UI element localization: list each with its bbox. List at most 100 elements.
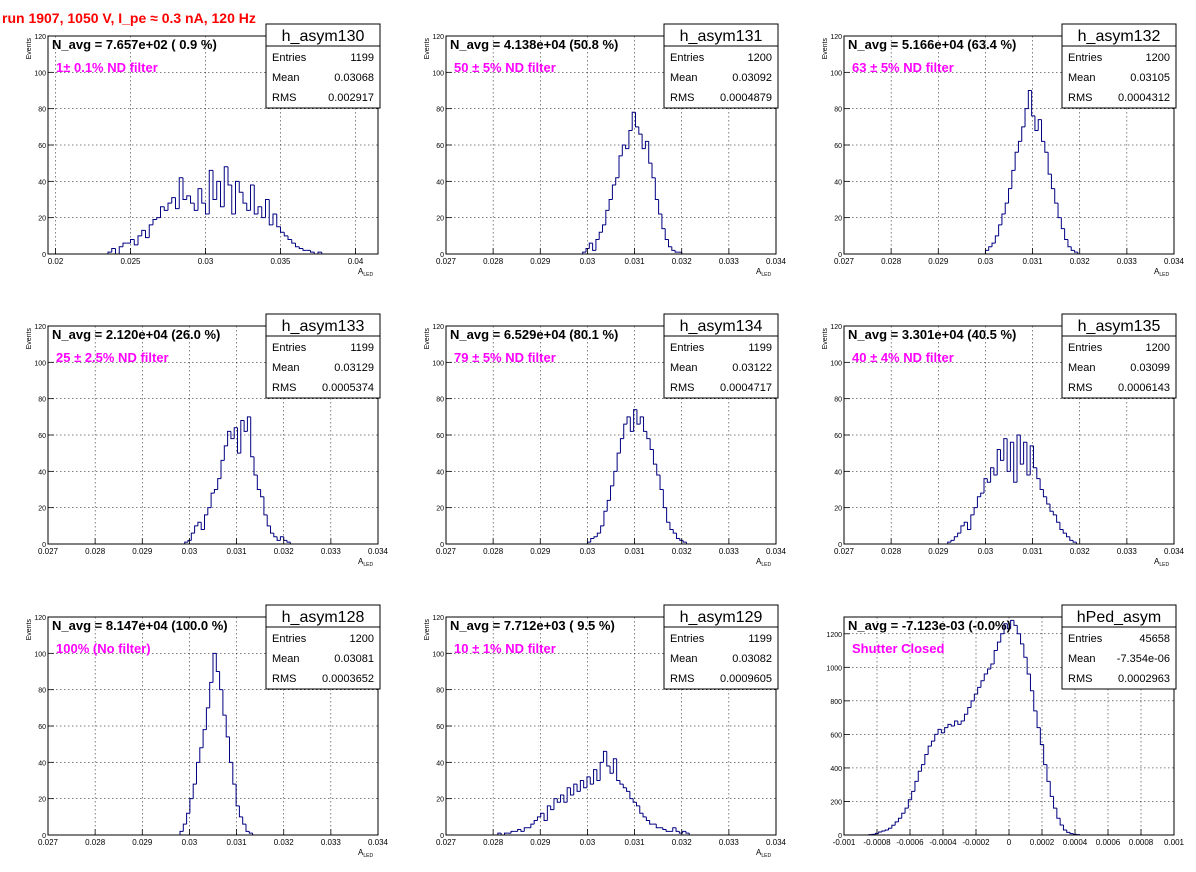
y-tick-label: 100 [830,360,842,367]
histogram-bin [130,238,135,244]
histogram-bin [235,180,240,215]
histogram-bin [302,248,307,251]
histogram-bin [270,525,274,534]
histogram-bin [1034,115,1039,131]
histogram-bin [633,409,637,432]
stats-value: 1200 [1146,52,1170,64]
histogram-bin [197,188,202,211]
x-tick-label: 0.029 [530,547,551,556]
y-axis-label: Events [424,619,431,641]
y-tick-label: 120 [432,34,444,41]
histogram-bin [676,533,680,540]
histogram-bin [628,129,633,149]
histogram-bin [937,728,942,735]
histogram-bin [914,780,919,792]
stats-label: Mean [670,362,698,374]
histogram-bin [229,736,233,763]
histogram-bin [671,246,676,251]
histogram-bin [970,514,975,530]
histogram-panel: -0.001 -0.0008 -0.0006 -0.0004 -0.0002 0 0.000… [826,604,1185,847]
x-tick-label: 0.028 [85,838,106,847]
histogram-bin [669,522,674,530]
histogram-bin [894,821,899,826]
histogram-bin [1013,620,1018,626]
histogram-bin [598,231,603,240]
y-tick-label: 120 [432,324,444,331]
histogram-bin [148,224,153,238]
histogram-bin [649,820,653,825]
histogram-bin [219,671,223,691]
histogram-bin [610,485,614,501]
histogram-bin [658,199,662,215]
filter-annotation: 63 ± 5% ND filter [852,60,954,75]
histogram-bin [196,761,200,785]
stats-value: 0.03068 [334,72,374,84]
histogram-bin [613,470,618,486]
stats-label: RMS [272,673,296,685]
histogram-bin [261,206,266,219]
histogram-bin [623,423,628,439]
x-tick-label: 0.03 [978,547,994,556]
y-tick-label: 200 [830,799,842,806]
histogram-bin [227,430,231,446]
histogram-bin [223,166,228,207]
histogram-bin [994,235,999,244]
histogram-bin [619,438,624,454]
histogram-bin [642,813,647,818]
histogram-bin [569,787,574,796]
histogram-bin [639,416,644,425]
histogram-bin [590,538,595,543]
histogram-bin [973,507,978,515]
y-tick-label: 0 [42,833,46,840]
histogram-bin [1052,511,1057,516]
x-tick-label: 0.034 [368,838,389,847]
histogram-bin [265,199,270,218]
stats-value: 1199 [350,52,374,64]
histogram-bin [107,251,112,254]
histogram-bin [115,248,120,255]
histogram-bin [1072,540,1077,543]
y-tick-label: 100 [34,70,46,77]
y-tick-label: 20 [38,797,46,804]
stats-label: Entries [670,633,705,645]
stats-label: RMS [670,382,694,394]
histogram-bin [220,181,225,208]
histogram-bin [230,431,235,440]
histogram-bin [497,832,502,835]
histogram-bin [605,209,610,225]
histogram-name: h_asym131 [680,28,763,45]
histogram-bin [664,228,669,240]
histogram-bin [963,713,968,721]
navg-label: N_avg = 6.529e+04 (80.1 %) [450,327,618,342]
histogram-bin [960,720,965,725]
x-tick-label: 0.03 [198,257,214,266]
y-tick-label: 80 [834,397,842,404]
histogram-bin [891,824,896,829]
y-tick-label: 60 [38,433,46,440]
stats-box-frame [663,23,779,109]
x-tick-label: 0.03 [580,838,596,847]
x-tick-label: 0.03 [182,547,198,556]
x-tick-label: 0.032 [672,838,693,847]
histogram-bin [990,467,994,483]
x-tick-label: 0.027 [436,547,457,556]
y-tick-label: 80 [436,397,444,404]
histogram-bin [533,819,538,825]
y-tick-label: 60 [436,433,444,440]
histogram-bin [246,416,251,432]
histogram-bin [298,246,303,250]
histogram-bin [238,181,243,193]
histogram-bin [1050,174,1055,190]
y-tick-label: 80 [38,397,46,404]
x-tick-label: 0.029 [530,257,551,266]
histogram-bin [661,214,666,230]
y-tick-label: 120 [432,615,444,622]
y-tick-label: 80 [436,107,444,114]
stats-value: 0.0009605 [720,673,772,685]
histogram-panel: 0.027 0.028 0.029 0.03 0.031 0.032 0.033 0.034 0… [26,313,389,568]
histogram-bin [1021,126,1026,142]
histogram-bin [1031,90,1035,117]
histogram-bin [1043,744,1047,766]
y-tick-label: 40 [38,469,46,476]
histogram-bin [881,830,886,832]
